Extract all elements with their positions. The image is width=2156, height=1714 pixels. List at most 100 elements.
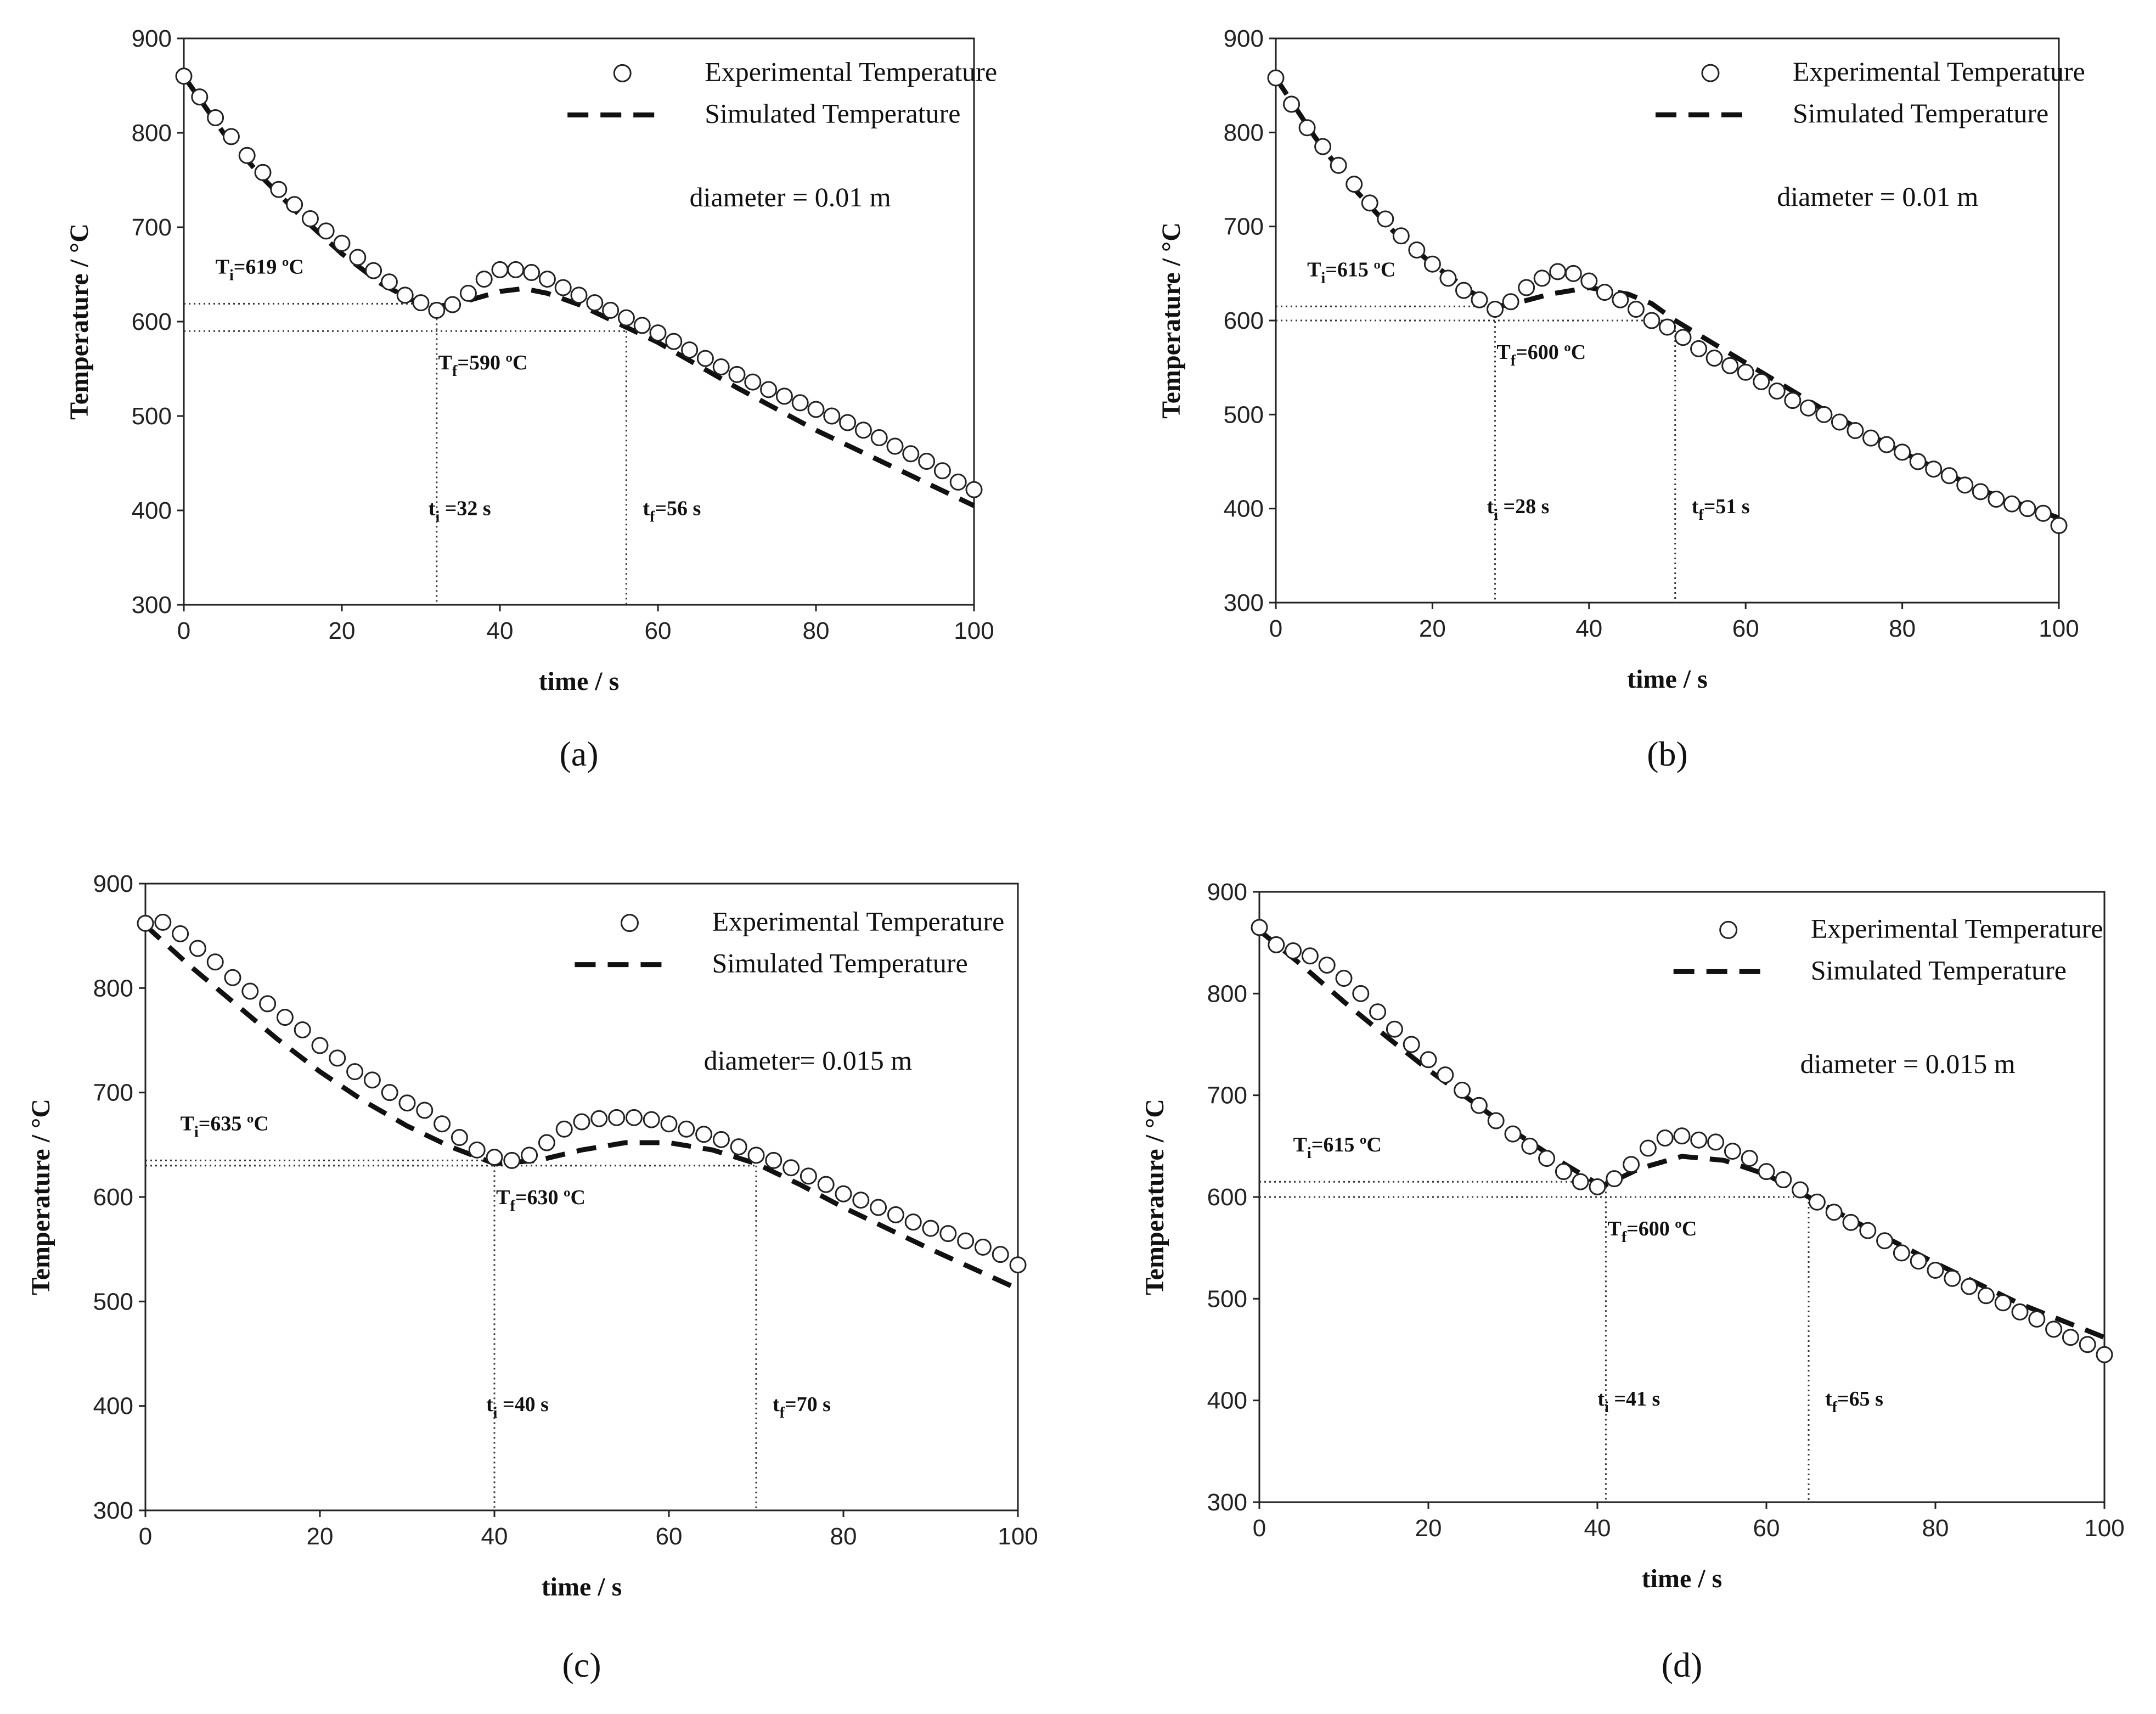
diameter-label: diameter= 0.015 m xyxy=(704,1045,913,1076)
chart-panel-a: 300 400 500 600 700 800 900 0 20 40 60 80 100 time / … xyxy=(65,25,997,773)
experimental-point xyxy=(206,953,224,971)
x-tick-label: 40 xyxy=(487,617,514,644)
legend-experimental-marker xyxy=(1719,920,1738,939)
legend-experimental-label: Experimental Temperature xyxy=(1793,56,2085,87)
x-tick-label: 100 xyxy=(998,1523,1038,1550)
legend-simulated-label: Simulated Temperature xyxy=(1811,954,2067,985)
ti-temperature-label: Ti=615 ºC xyxy=(1307,258,1395,286)
experimental-point xyxy=(712,358,730,376)
experimental-point xyxy=(1768,383,1786,400)
experimental-point xyxy=(1352,985,1370,1002)
experimental-point xyxy=(765,1151,783,1169)
x-tick-label: 80 xyxy=(803,617,830,644)
experimental-point xyxy=(2028,1310,2046,1328)
tf-temperature-label: Tf=590 ºC xyxy=(438,351,528,380)
ti-temperature-label-rest: =635 ºC xyxy=(199,1112,269,1135)
y-tick-label: 600 xyxy=(132,308,172,335)
experimental-point xyxy=(1737,363,1754,381)
experimental-point xyxy=(1521,1137,1539,1155)
experimental-point xyxy=(1564,265,1582,282)
experimental-point xyxy=(939,1225,957,1243)
experimental-point xyxy=(1471,291,1488,308)
y-tick-label: 300 xyxy=(132,592,172,619)
ti-temperature-label-rest: =615 ºC xyxy=(1311,1133,1382,1156)
experimental-point xyxy=(396,286,414,304)
experimental-point xyxy=(333,234,351,252)
y-axis-label: Temperature / °C xyxy=(1157,222,1186,419)
experimental-point xyxy=(311,1037,329,1054)
tf-temperature-label-main: T xyxy=(1496,341,1510,364)
y-tick-label: 600 xyxy=(1207,1184,1247,1211)
tf-time-label-rest: =51 s xyxy=(1704,495,1750,518)
experimental-point xyxy=(783,1159,800,1177)
experimental-point xyxy=(259,995,277,1013)
experimental-point xyxy=(1504,1125,1522,1143)
y-tick-label: 800 xyxy=(93,975,133,1002)
ti-temperature-label-main: T xyxy=(1293,1133,1307,1156)
experimental-point xyxy=(839,414,857,431)
legend-simulated-label: Simulated Temperature xyxy=(1793,98,2048,128)
tf-time-label-main: t xyxy=(1692,495,1699,518)
ti-temperature-label-main: T xyxy=(216,255,229,278)
x-tick-label: 20 xyxy=(307,1523,334,1550)
experimental-point xyxy=(902,445,920,463)
panel-label: (b) xyxy=(1647,734,1688,773)
experimental-point xyxy=(1301,947,1319,965)
x-tick-label: 60 xyxy=(656,1523,683,1550)
experimental-point xyxy=(444,296,461,313)
y-axis-label: Temperature / °C xyxy=(26,1099,55,1295)
y-tick-label: 700 xyxy=(1224,213,1264,240)
experimental-point xyxy=(398,1094,416,1112)
ti-time-label-rest: =28 s xyxy=(1498,495,1549,518)
y-tick-label: 700 xyxy=(93,1080,133,1106)
x-tick-label: 20 xyxy=(1415,1515,1442,1542)
experimental-point xyxy=(521,1147,538,1164)
experimental-point xyxy=(1369,1003,1387,1021)
experimental-point xyxy=(933,462,951,480)
experimental-point xyxy=(1775,1171,1792,1188)
y-tick-label: 600 xyxy=(93,1184,133,1211)
experimental-point xyxy=(949,473,967,491)
y-tick-label: 400 xyxy=(132,497,172,524)
experimental-point xyxy=(2011,1303,2029,1320)
experimental-point xyxy=(428,301,446,319)
tf-time-label-rest: =56 s xyxy=(655,497,701,520)
experimental-point xyxy=(286,196,303,213)
experimental-point xyxy=(965,481,983,498)
experimental-point xyxy=(1518,279,1535,296)
experimental-point xyxy=(317,222,335,240)
x-tick-label: 0 xyxy=(1253,1515,1266,1542)
experimental-point xyxy=(1386,1020,1403,1038)
experimental-point xyxy=(1825,1204,1843,1221)
experimental-point xyxy=(554,279,572,296)
experimental-point xyxy=(486,1149,503,1166)
y-axis-label: Temperature / °C xyxy=(1140,1099,1169,1295)
experimental-point xyxy=(800,1167,817,1185)
x-tick-label: 80 xyxy=(1922,1515,1949,1542)
experimental-point xyxy=(538,271,556,288)
experimental-point xyxy=(1589,1178,1606,1195)
ti-time-label: ti =32 s xyxy=(429,497,491,526)
experimental-point xyxy=(1346,176,1363,193)
tf-temperature-label-sub: f xyxy=(1511,352,1516,369)
ti-time-label-sub: i xyxy=(1605,1399,1609,1416)
x-tick-label: 0 xyxy=(139,1523,152,1550)
experimental-point xyxy=(365,262,382,279)
tf-temperature-label: Tf=600 ºC xyxy=(1496,341,1586,369)
x-axis-label: time / s xyxy=(539,667,620,696)
experimental-point xyxy=(1423,255,1441,273)
ti-time-label-main: t xyxy=(1487,495,1494,518)
ti-time-label-rest: =41 s xyxy=(1609,1387,1660,1410)
y-tick-label: 500 xyxy=(1224,401,1264,428)
experimental-point xyxy=(1656,1129,1674,1147)
experimental-point xyxy=(696,350,714,367)
y-axis-label: Temperature / °C xyxy=(65,223,94,420)
tf-time-label: tf=70 s xyxy=(773,1393,831,1421)
ti-time-label-main: t xyxy=(1597,1387,1605,1410)
experimental-point xyxy=(1538,1150,1556,1167)
tf-time-label-main: t xyxy=(643,497,650,520)
tf-time-label-sub: f xyxy=(1698,507,1704,524)
experimental-point xyxy=(207,109,224,126)
y-tick-label: 300 xyxy=(1224,589,1264,616)
